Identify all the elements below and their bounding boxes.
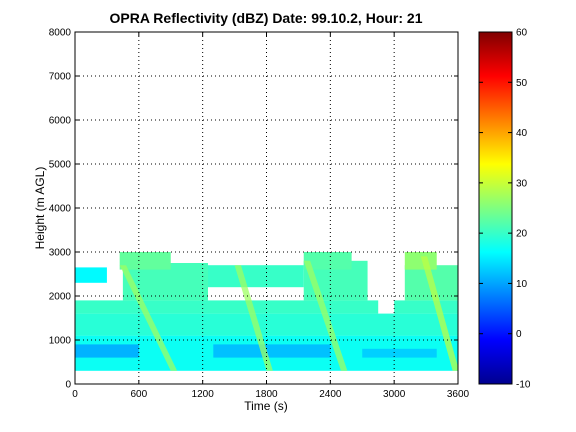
echo-streak — [119, 265, 178, 371]
y-tick-label: 7000 — [49, 72, 72, 83]
x-tick-label: 1800 — [255, 389, 278, 400]
x-tick-label: 1200 — [192, 389, 215, 400]
chart-title: OPRA Reflectivity (dBZ) Date: 99.10.2, H… — [109, 10, 422, 26]
y-tick-label: 2000 — [49, 292, 72, 303]
echo-layer — [75, 267, 107, 283]
echo-layer — [119, 252, 171, 270]
colorbar-tick-label: 50 — [516, 78, 528, 89]
echo-streak — [420, 256, 458, 371]
y-tick-label: 1000 — [49, 336, 72, 347]
colorbar-tick-label: -10 — [516, 380, 531, 391]
echo-layer — [362, 348, 437, 358]
x-axis-label: Time (s) — [244, 399, 288, 413]
colorbar-tick-label: 30 — [516, 178, 528, 189]
colorbar — [478, 31, 513, 385]
colorbar-ticks: -10 0 10 20 30 40 50 60 — [479, 28, 531, 391]
echo-layer — [404, 252, 437, 270]
y-tick-label: 6000 — [49, 116, 72, 127]
colorbar-tick-label: 0 — [516, 329, 522, 340]
y-tick-label: 3000 — [49, 248, 72, 259]
echo-layer — [213, 344, 331, 358]
x-tick-label: 2400 — [319, 389, 342, 400]
y-axis-label: Height (m AGL) — [33, 167, 47, 250]
x-tick-label: 600 — [130, 389, 147, 400]
colorbar-tick-label: 60 — [516, 28, 528, 39]
echo-streak — [303, 260, 348, 371]
y-tick-label: 8000 — [49, 28, 72, 39]
echo-layer — [303, 252, 352, 270]
x-tick-label: 3000 — [383, 389, 406, 400]
echo-layer — [75, 300, 379, 314]
x-tick-label: 0 — [72, 389, 78, 400]
colorbar-tick-label: 40 — [516, 128, 528, 139]
x-tick-label: 3600 — [447, 389, 470, 400]
colorbar-tick-label: 20 — [516, 229, 528, 240]
echo-layer — [394, 300, 458, 314]
colorbar-tick-label: 10 — [516, 279, 528, 290]
heatmap-layer — [75, 252, 458, 371]
echo-layer — [207, 265, 304, 288]
axis-ticks: 0 600 1200 1800 2400 3000 3600 0 1000 2000 3000 400… — [49, 28, 470, 401]
y-tick-label: 0 — [65, 380, 71, 391]
y-tick-label: 4000 — [49, 204, 72, 215]
grid-lines — [75, 32, 458, 384]
y-tick-label: 5000 — [49, 160, 72, 171]
echo-layer — [75, 344, 139, 358]
echo-streak — [234, 265, 273, 371]
